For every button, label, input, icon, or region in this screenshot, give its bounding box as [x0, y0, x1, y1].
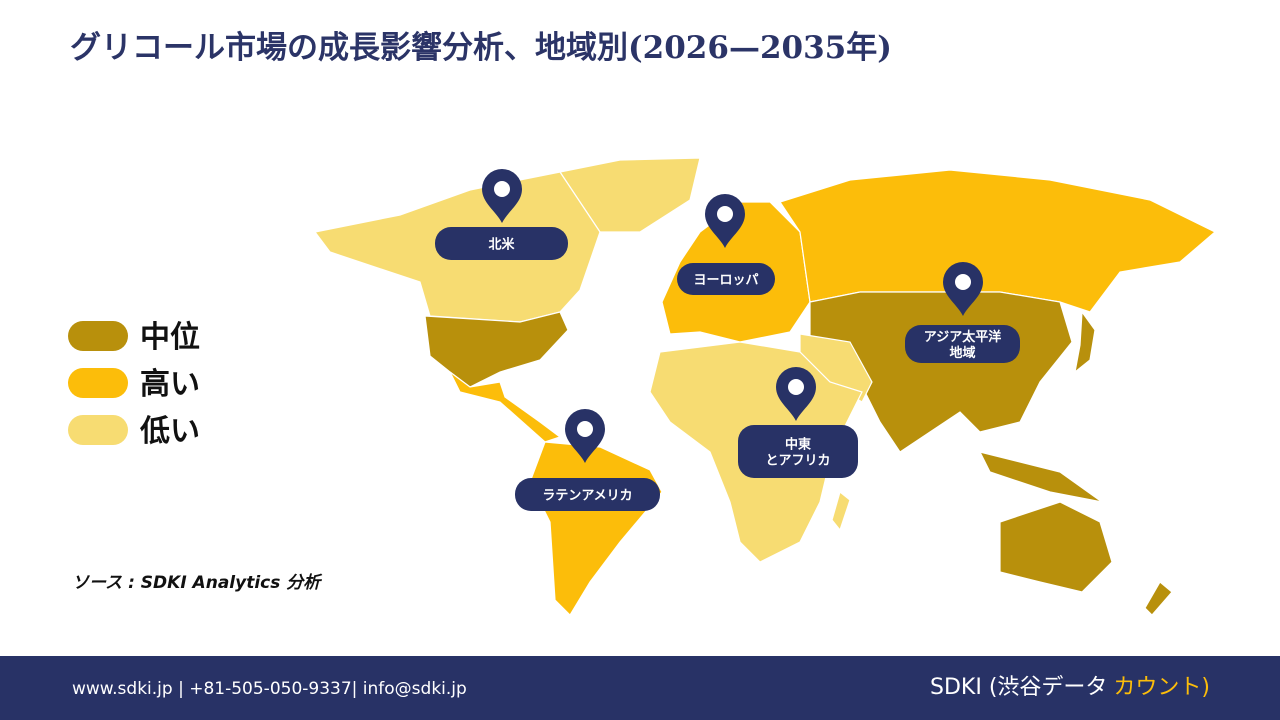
south-america [529, 441, 663, 616]
region-marker: ヨーロッパ [677, 194, 775, 295]
legend-swatch [68, 415, 128, 445]
region-label: とアフリカ [765, 454, 830, 469]
pin-hole [788, 379, 804, 395]
usa [424, 311, 569, 388]
region-label: 地域 [949, 345, 975, 361]
new-zealand [1144, 581, 1173, 616]
region-marker: ラテンアメリカ [515, 409, 660, 511]
se-asia-islands [978, 451, 1103, 503]
central-america [449, 371, 562, 443]
region-label: 中東 [785, 437, 811, 453]
legend-swatch [68, 321, 128, 351]
brand-name: SDKI (渋谷データ [930, 675, 1107, 700]
legend-label: 中位 [140, 320, 200, 355]
region-label: 北米 [488, 237, 515, 253]
legend-swatch [68, 368, 128, 398]
australia [999, 501, 1113, 593]
japan [1074, 310, 1096, 374]
label-box [677, 263, 775, 295]
region-label: ラテンアメリカ [542, 489, 632, 504]
brand: SDKI (渋谷データ カウント) [930, 675, 1210, 700]
region-label: ヨーロッパ [693, 273, 758, 288]
region-label: アジア太平洋 [924, 329, 1001, 345]
brand-accent: カウント) [1113, 675, 1210, 700]
madagascar [831, 490, 851, 532]
pin-hole [494, 181, 510, 197]
legend-label: 高い [140, 367, 200, 402]
region-marker: 北米 [435, 169, 568, 260]
label-box [905, 325, 1020, 363]
label-box [738, 425, 858, 478]
pin-hole [717, 206, 733, 222]
title: グリコール市場の成長影響分析、地域別(2026—2035年) [70, 30, 892, 66]
world-map [313, 157, 1217, 616]
label-box [515, 478, 660, 511]
russia [779, 169, 1217, 313]
pin-hole [577, 421, 593, 437]
label-box [435, 227, 568, 260]
footer-band [0, 656, 1280, 720]
source: ソース : SDKI Analytics 分析 [72, 573, 323, 593]
pin-hole [955, 274, 971, 290]
contact: www.sdki.jp | +81-505-050-9337| info@sdk… [72, 679, 467, 699]
legend-label: 低い [139, 414, 200, 449]
